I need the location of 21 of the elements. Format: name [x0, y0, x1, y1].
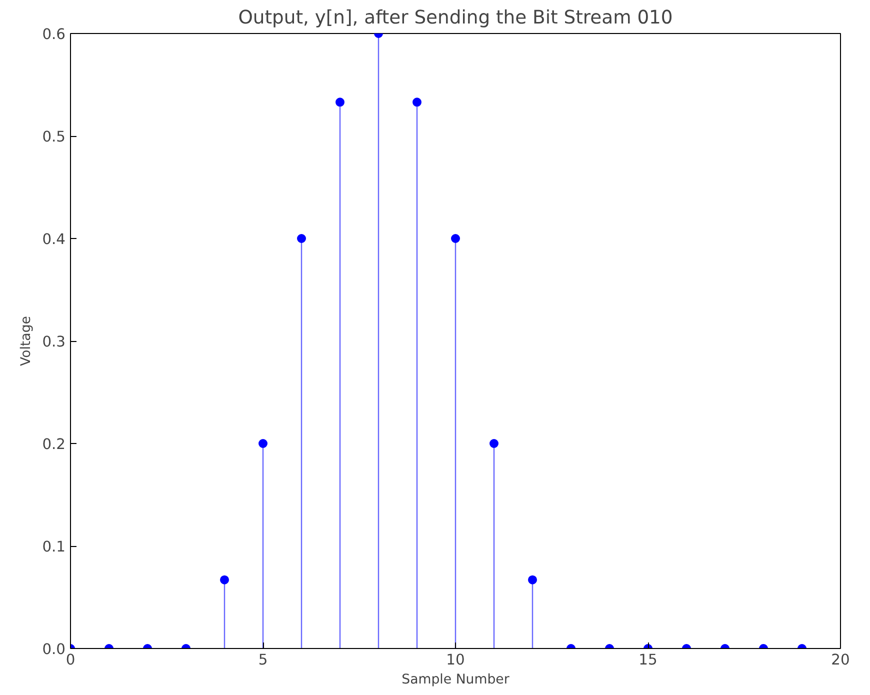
y-tick-label: 0.0	[42, 641, 66, 658]
point	[490, 439, 498, 448]
x-tick-label: 0	[66, 652, 76, 668]
point	[258, 439, 268, 448]
chart-title: Output, y[n], after Sending the Bit Stream 010	[238, 8, 673, 28]
y-tick-label: 0.5	[42, 128, 66, 146]
x-axis-title: Sample Number	[402, 672, 510, 688]
y-tick-label: 0.1	[42, 538, 66, 556]
y-axis-title: Voltage	[19, 316, 34, 366]
point	[297, 234, 306, 243]
y-tick-label: 0.3	[42, 334, 66, 350]
x-tick-label: 10	[446, 652, 465, 668]
y-tick-label: 0.4	[42, 231, 66, 248]
point	[412, 98, 422, 107]
y-tick-label: 0.6	[42, 26, 66, 43]
x-tick-label: 20	[831, 652, 850, 668]
point	[451, 234, 460, 243]
y-tick-label: 0.2	[42, 436, 66, 453]
x-tick-label: 5	[258, 652, 268, 668]
point	[336, 98, 344, 107]
x-tick-label: 15	[638, 652, 658, 668]
